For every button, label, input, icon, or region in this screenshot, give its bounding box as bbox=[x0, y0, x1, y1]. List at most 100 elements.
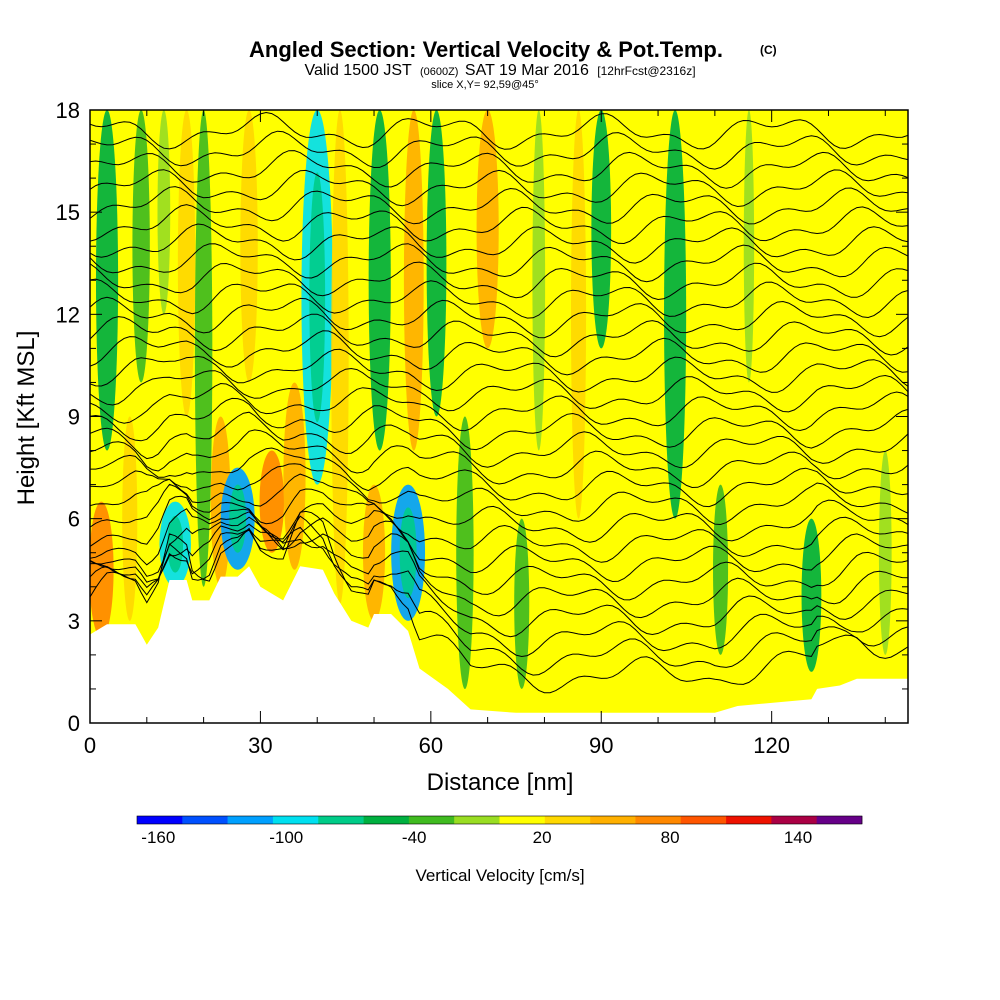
pot-temp-contour-11 bbox=[90, 429, 908, 489]
pot-temp-contour-19 bbox=[90, 296, 908, 339]
subtitle-slice: slice X,Y= 92,59@45° bbox=[431, 79, 539, 91]
x-tick-label: 120 bbox=[753, 733, 790, 758]
velocity-cell-3 bbox=[132, 110, 150, 383]
subtitle-valid: Valid 1500 JST bbox=[304, 62, 412, 79]
velocity-cell-19 bbox=[403, 110, 424, 451]
pot-temp-contour-5 bbox=[90, 508, 908, 601]
pot-temp-contour-18 bbox=[90, 313, 908, 358]
chart-title: Angled Section: Vertical Velocity & Pot.… bbox=[249, 37, 723, 62]
velocity-cell-26 bbox=[591, 110, 612, 349]
colorbar-swatch bbox=[408, 816, 455, 824]
pot-temp-contour-29 bbox=[90, 111, 908, 150]
velocity-cell-34 bbox=[878, 450, 892, 655]
pot-temp-contour-25 bbox=[90, 186, 908, 225]
pot-temp-contour-10 bbox=[90, 447, 908, 508]
velocity-cell-31 bbox=[776, 314, 790, 621]
y-axis: 0 3 6 9 12 15 18 bbox=[56, 98, 908, 736]
y-tick-label: 3 bbox=[68, 609, 80, 634]
velocity-cell-23 bbox=[514, 518, 530, 689]
velocity-cell-21 bbox=[456, 416, 474, 689]
colorbar-swatch bbox=[454, 816, 500, 824]
colorbar-tick-label: 20 bbox=[533, 828, 552, 847]
velocity-cell-27 bbox=[628, 450, 642, 655]
velocity-cell-10 bbox=[240, 110, 258, 383]
colorbar-swatch bbox=[137, 816, 183, 824]
velocity-core-18 bbox=[399, 507, 417, 599]
y-tick-label: 15 bbox=[56, 200, 80, 225]
colorbar-swatch bbox=[227, 816, 274, 824]
velocity-cell-6 bbox=[177, 110, 196, 417]
pot-temp-contour-22 bbox=[90, 243, 908, 283]
colorbar-swatch bbox=[590, 816, 636, 824]
pot-temp-contour-23 bbox=[90, 223, 908, 264]
velocity-field bbox=[90, 110, 908, 723]
velocity-cell-29 bbox=[713, 484, 729, 655]
colorbar-swatch bbox=[635, 816, 682, 824]
pot-temp-contour-1 bbox=[90, 515, 908, 676]
velocity-cell-25 bbox=[570, 110, 587, 519]
pot-temp-contour-15 bbox=[90, 367, 908, 413]
velocity-cell-4 bbox=[157, 110, 171, 315]
plot-area bbox=[89, 109, 909, 724]
colorbar-frame bbox=[136, 815, 863, 825]
velocity-cell-2 bbox=[122, 416, 138, 621]
colorbar-swatch bbox=[318, 816, 364, 824]
pot-temp-contour-2 bbox=[90, 526, 908, 658]
velocity-cell-32 bbox=[801, 518, 822, 672]
colorbar-tick-label: -100 bbox=[269, 828, 303, 847]
pot-temp-contour-14 bbox=[90, 382, 908, 432]
pot-temp-contour-20 bbox=[90, 278, 908, 319]
pot-temp-contours bbox=[90, 111, 908, 694]
pot-temp-contour-12 bbox=[90, 411, 908, 469]
velocity-cell-24 bbox=[532, 110, 546, 451]
colorbar: -160 -100 -40 20 80 140 bbox=[136, 815, 863, 847]
chart-subtitle: Valid 1500 JST (0600Z) SAT 19 Mar 2016 [… bbox=[304, 62, 695, 79]
y-tick-label: 6 bbox=[68, 507, 80, 532]
terrain bbox=[90, 566, 908, 723]
y-tick-label: 9 bbox=[68, 405, 80, 430]
velocity-cell-0 bbox=[90, 501, 114, 638]
pot-temp-contour-4 bbox=[90, 516, 908, 619]
colorbar-swatch bbox=[272, 816, 319, 824]
chart-title-units: (C) bbox=[760, 43, 777, 57]
x-tick-label: 30 bbox=[248, 733, 272, 758]
pot-temp-contour-28 bbox=[90, 130, 908, 170]
pot-temp-contour-27 bbox=[90, 150, 908, 189]
velocity-cell-22 bbox=[476, 110, 499, 349]
velocity-cell-12 bbox=[283, 382, 306, 570]
pot-temp-contour-16 bbox=[90, 348, 908, 393]
pot-temp-contour-0 bbox=[90, 510, 908, 694]
colorbar-label: Vertical Velocity [cm/s] bbox=[415, 866, 584, 885]
velocity-cell-14 bbox=[331, 110, 349, 604]
x-axis: 0 30 60 90 120 bbox=[84, 110, 886, 758]
velocity-cell-16 bbox=[368, 110, 391, 451]
velocity-core-13 bbox=[309, 172, 326, 423]
colorbar-swatch bbox=[363, 816, 410, 824]
pot-temp-contour-26 bbox=[90, 169, 908, 208]
pot-temp-contour-3 bbox=[90, 523, 908, 638]
velocity-cell-17 bbox=[362, 484, 386, 621]
colorbar-swatch bbox=[680, 816, 727, 824]
subtitle-z: (0600Z) bbox=[420, 66, 459, 78]
pot-temp-contour-24 bbox=[90, 204, 908, 245]
y-tick-label: 12 bbox=[56, 302, 80, 327]
subtitle-date: SAT 19 Mar 2016 bbox=[465, 62, 589, 79]
colorbar-swatch bbox=[771, 816, 817, 824]
velocity-core-5 bbox=[167, 515, 184, 573]
y-tick-label: 0 bbox=[68, 711, 80, 736]
subtitle-fcst: [12hrFcst@2316z] bbox=[597, 64, 695, 78]
colorbar-tick-label: -40 bbox=[402, 828, 427, 847]
pot-temp-contour-9 bbox=[90, 463, 908, 526]
pot-temp-contour-7 bbox=[90, 483, 908, 563]
colorbar-swatch bbox=[499, 816, 546, 824]
velocity-cell-33 bbox=[846, 110, 857, 451]
pot-temp-contour-17 bbox=[90, 330, 908, 376]
y-axis-label: Height [Kft MSL] bbox=[13, 331, 40, 506]
x-axis-label: Distance [nm] bbox=[427, 769, 574, 796]
pot-temp-contour-13 bbox=[90, 397, 908, 451]
colorbar-tick-label: 140 bbox=[784, 828, 812, 847]
colorbar-tick-label: 80 bbox=[661, 828, 680, 847]
colorbar-swatch bbox=[544, 816, 591, 824]
pot-temp-contour-6 bbox=[90, 495, 908, 583]
